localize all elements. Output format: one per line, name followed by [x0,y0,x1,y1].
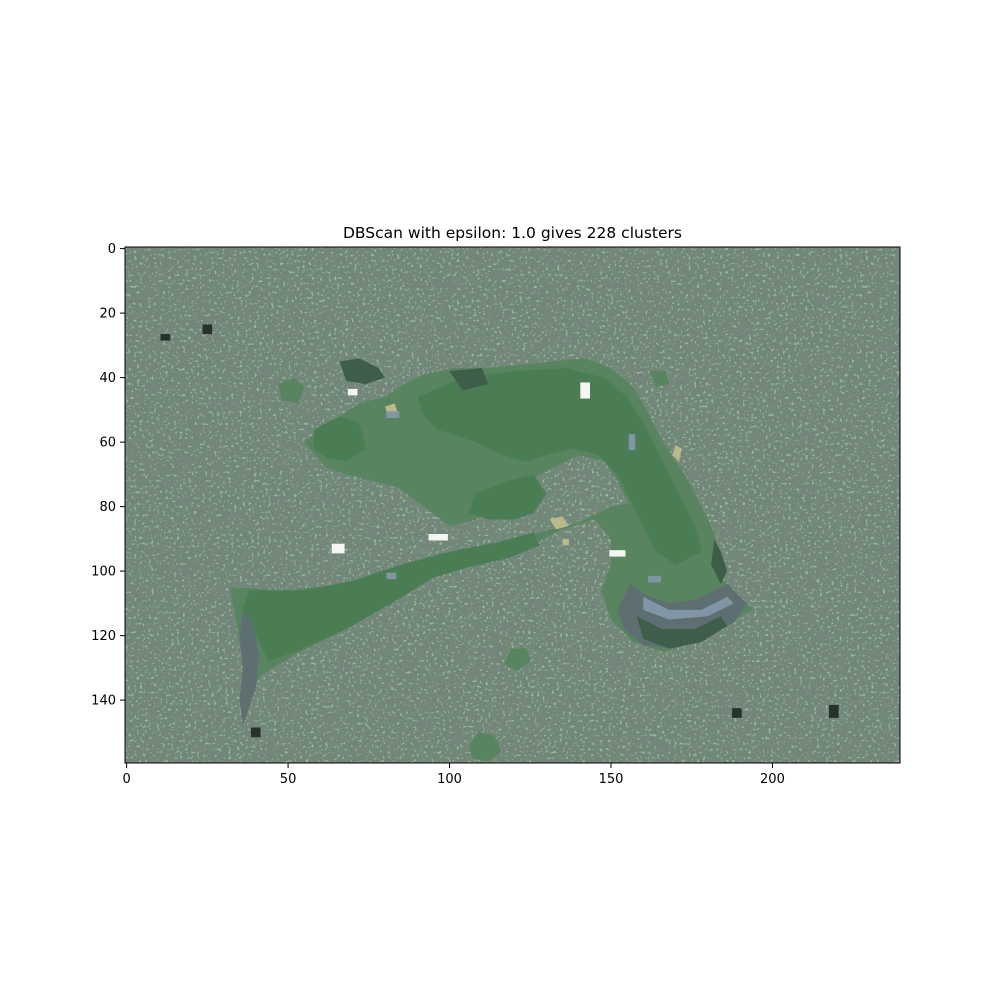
cluster-region-32 [732,708,742,718]
y-tick-label: 80 [99,500,116,515]
cluster-region-8 [636,616,728,649]
cluster-region-24 [609,550,626,557]
y-tick-label: 120 [91,629,116,644]
cluster-region-34 [202,324,213,335]
cluster-region-1 [229,500,754,694]
y-tick-label: 60 [99,436,116,451]
x-tick-label: 0 [122,772,130,787]
x-tick-label: 150 [599,772,624,787]
cluster-region-5 [468,474,547,520]
y-tick-label: 140 [91,694,116,709]
heatmap-image [125,247,900,763]
cluster-region-35 [160,334,171,341]
cluster-region-21 [562,538,570,546]
cluster-region-20 [672,445,683,462]
cluster-regions [160,324,839,762]
cluster-region-10 [339,358,385,385]
x-tick-label: 100 [437,772,462,787]
cluster-region-6 [313,416,366,462]
y-tick-label: 100 [91,565,116,580]
cluster-region-9 [643,596,734,620]
cluster-region-4 [417,367,702,565]
cluster-region-12 [278,377,305,404]
plot-frame [124,246,901,764]
cluster-region-28 [386,411,400,418]
cluster-region-25 [347,388,358,396]
cluster-region-33 [828,704,839,718]
cluster-region-16 [239,609,260,726]
cluster-region-27 [331,543,345,554]
cluster-region-23 [428,534,448,541]
y-axis: 0 20 40 60 80 100 120 140 [91,242,125,709]
cluster-region-22 [580,382,590,399]
y-tick-label: 40 [99,371,116,386]
chart-title: DBScan with epsilon: 1.0 gives 228 clust… [343,224,682,242]
cluster-region-31 [628,434,636,451]
x-tick-label: 200 [760,772,785,787]
cluster-region-29 [648,575,662,583]
x-axis: 0 50 100 150 200 [122,763,785,787]
cluster-region-17 [711,538,728,585]
cluster-region-2 [242,532,540,662]
cluster-region-30 [386,572,397,580]
cluster-region-36 [250,727,261,738]
x-tick-label: 50 [280,772,297,787]
cluster-region-15 [504,648,531,672]
y-tick-label: 0 [108,242,116,257]
cluster-region-13 [649,371,670,388]
cluster-region-14 [468,732,502,762]
cluster-region-11 [449,367,489,391]
cluster-region-19 [549,516,570,530]
y-tick-label: 20 [99,307,116,322]
